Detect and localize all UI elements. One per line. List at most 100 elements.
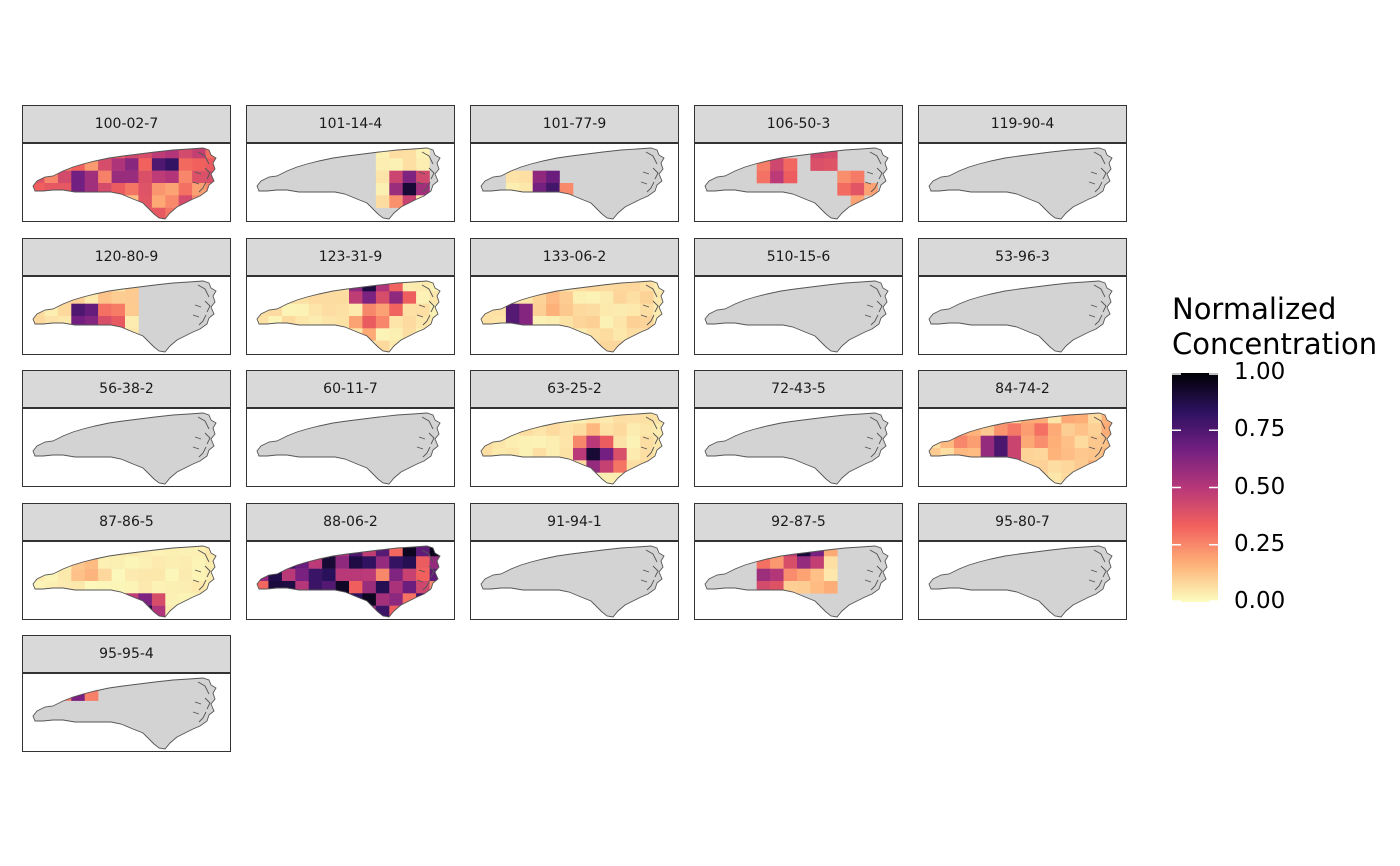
county-fill	[402, 148, 417, 159]
county-fill	[205, 195, 216, 208]
state-map	[928, 280, 1113, 352]
county-fill	[322, 605, 336, 617]
map-panel	[22, 143, 231, 222]
county-fill	[281, 555, 296, 569]
county-fill	[532, 435, 547, 449]
county-fill	[375, 290, 390, 304]
county-fill	[559, 472, 574, 484]
county-fill	[770, 545, 784, 557]
county-fill	[1088, 460, 1102, 473]
county-fill	[257, 555, 269, 569]
county-fill	[84, 315, 99, 329]
county-fill	[268, 592, 283, 606]
county-fill	[125, 580, 139, 594]
state-map	[704, 412, 889, 485]
county-fill	[481, 340, 493, 352]
county-fill	[492, 423, 507, 436]
legend-tick-label: 0.00	[1234, 588, 1286, 614]
county-fill	[308, 555, 323, 569]
state-border	[704, 412, 889, 485]
county-fill	[151, 545, 166, 557]
county-fill	[84, 183, 99, 196]
county-fill	[626, 472, 641, 484]
county-fill	[308, 605, 323, 617]
legend-tick-label: 0.75	[1234, 416, 1286, 443]
county-fill	[505, 460, 520, 473]
county-fill	[429, 340, 440, 352]
county-fill	[349, 605, 363, 617]
map-panel	[22, 540, 231, 620]
county-fill	[1061, 435, 1075, 449]
county-fill	[416, 568, 430, 581]
county-fill	[1088, 435, 1102, 449]
county-fill	[44, 580, 59, 594]
county-fill	[481, 290, 493, 304]
county-fill	[1034, 423, 1049, 436]
map-facet: 510-15-6	[694, 237, 903, 355]
county-fill	[335, 555, 350, 569]
county-fill	[151, 195, 166, 208]
county-fill	[402, 195, 417, 208]
county-fill	[281, 580, 296, 594]
county-fill	[71, 688, 85, 701]
county-fill	[178, 605, 193, 617]
county-fill	[599, 413, 614, 424]
county-fill	[994, 460, 1008, 473]
state-map	[480, 280, 665, 352]
map-facet: 56-38-2	[22, 370, 231, 487]
map-facet: 101-14-4	[246, 105, 455, 222]
county-fill	[192, 183, 206, 196]
map-facet: 95-95-4	[22, 635, 231, 752]
county-fill	[375, 280, 390, 292]
county-fill	[953, 448, 968, 461]
state-map	[32, 280, 217, 352]
map-panel	[694, 540, 903, 620]
county-fill	[402, 340, 417, 352]
county-fill	[308, 545, 323, 557]
county-fill	[192, 555, 206, 569]
county-fill	[257, 327, 269, 341]
county-fill	[1021, 435, 1035, 449]
county-fill	[84, 580, 99, 594]
state-border	[256, 412, 441, 485]
county-fill	[429, 545, 440, 557]
state-outline	[705, 413, 888, 484]
state-outline	[929, 148, 1112, 219]
county-fill	[389, 555, 403, 569]
county-fill	[823, 580, 838, 594]
county-fill	[349, 592, 363, 606]
county-fill	[205, 207, 216, 219]
county-fill	[481, 327, 493, 341]
county-fill	[33, 592, 45, 606]
county-fill	[33, 207, 45, 219]
county-fill	[416, 148, 430, 159]
county-fill	[125, 158, 139, 171]
county-fill	[481, 303, 493, 316]
county-fill	[519, 170, 533, 184]
outer-banks-coastline	[416, 549, 435, 590]
county-fill	[295, 545, 309, 557]
outer-banks-coastline	[640, 151, 659, 193]
county-fill	[125, 195, 139, 208]
county-fill	[165, 195, 179, 208]
county-fill	[71, 678, 85, 689]
county-fill	[980, 423, 995, 436]
county-fill	[71, 148, 85, 159]
county-fill	[402, 315, 417, 329]
county-fill	[481, 460, 493, 473]
county-fill	[84, 290, 99, 304]
county-fill	[257, 592, 269, 606]
state-map	[32, 147, 217, 220]
state-map	[32, 677, 217, 750]
county-fill	[57, 303, 72, 316]
county-fill	[519, 315, 533, 329]
county-fill	[151, 207, 166, 219]
county-fill	[532, 303, 547, 316]
county-fill	[1101, 413, 1112, 424]
state-map	[928, 545, 1113, 617]
county-fill	[44, 340, 59, 352]
county-fill	[546, 423, 560, 436]
county-fill	[389, 605, 403, 617]
map-panel	[246, 408, 455, 487]
outer-banks-coastline	[192, 151, 211, 193]
